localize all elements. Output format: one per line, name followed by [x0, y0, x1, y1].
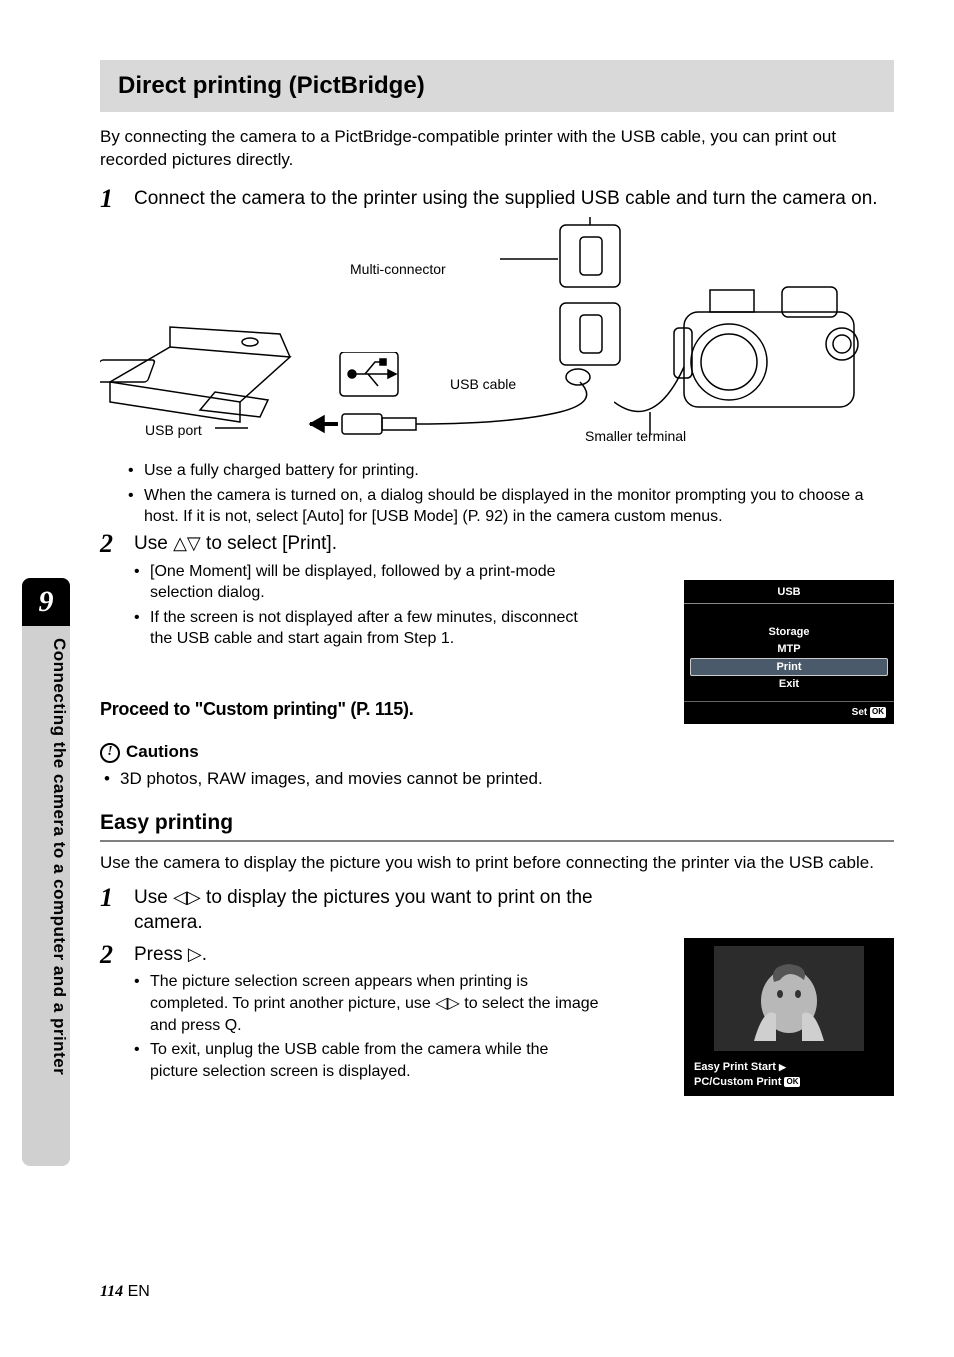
step-number: 2 [100, 942, 120, 1086]
step-1-text: Connect the camera to the printer using … [134, 186, 894, 212]
print-preview-screenshot: Easy Print Start ▶ PC/Custom Print OK [684, 938, 894, 1096]
list-item: Use a fully charged battery for printing… [128, 460, 894, 482]
step-number: 1 [100, 186, 120, 212]
step-number: 2 [100, 531, 120, 653]
page-lang: EN [128, 1283, 150, 1300]
easy-step1-after: to display the pictures you want to prin… [134, 887, 593, 934]
cautions-list: 3D photos, RAW images, and movies cannot… [100, 768, 894, 791]
connection-diagram: Multi-connector USB cable USB port Small… [100, 222, 894, 452]
intro-text: By connecting the camera to a PictBridge… [100, 126, 894, 172]
left-right-arrow-icon: ◁▷ [173, 887, 201, 907]
section-title: Direct printing (PictBridge) [100, 60, 894, 112]
usb-menu-screenshot: USB Storage MTP Print Exit Set OK [684, 580, 894, 724]
right-arrow-icon: ▷ [188, 944, 202, 964]
pc-custom-print-label: PC/Custom Print [694, 1076, 781, 1088]
usb-menu-item-selected: Print [690, 658, 888, 677]
list-item: 3D photos, RAW images, and movies cannot… [104, 768, 894, 791]
usb-menu-item: MTP [684, 641, 894, 658]
list-item: When the camera is turned on, a dialog s… [128, 485, 894, 528]
step-number: 1 [100, 885, 120, 936]
easy-step2-bullets: The picture selection screen appears whe… [134, 971, 600, 1082]
ok-icon: OK [870, 707, 886, 718]
step-2-text-after: to select [Print]. [201, 533, 337, 554]
step-2: 2 Use △▽ to select [Print]. [One Moment]… [100, 531, 600, 653]
usb-set-label: Set [852, 707, 868, 718]
label-smaller-terminal: Smaller terminal [585, 427, 686, 446]
label-multi-connector: Multi-connector [350, 260, 446, 279]
preview-image [684, 938, 894, 1058]
step-1: 1 Connect the camera to the printer usin… [100, 186, 894, 212]
easy-step1-before: Use [134, 887, 173, 908]
usb-menu-set: Set OK [684, 701, 894, 720]
list-item: If the screen is not displayed after a f… [134, 607, 600, 650]
usb-menu-item: Storage [684, 624, 894, 641]
step-1-bullets: Use a fully charged battery for printing… [100, 460, 894, 528]
usb-menu-title: USB [684, 580, 894, 604]
easy-step-2: 2 Press ▷. The picture selection screen … [100, 942, 600, 1086]
page-number: 114 [100, 1283, 123, 1300]
easy-printing-intro: Use the camera to display the picture yo… [100, 852, 894, 875]
step-2-text-before: Use [134, 533, 173, 554]
preview-caption: Easy Print Start ▶ PC/Custom Print OK [684, 1058, 894, 1096]
list-item: [One Moment] will be displayed, followed… [134, 561, 600, 604]
cautions-heading: ! Cautions [100, 741, 894, 764]
usb-menu-item: Exit [684, 676, 894, 693]
cautions-label: Cautions [126, 741, 199, 764]
easy-printing-heading: Easy printing [100, 809, 894, 841]
easy-step2-after: . [202, 944, 207, 965]
step-2-bullets: [One Moment] will be displayed, followed… [134, 561, 600, 650]
caution-icon: ! [100, 743, 120, 763]
list-item: To exit, unplug the USB cable from the c… [134, 1039, 600, 1082]
label-usb-cable: USB cable [450, 375, 516, 394]
page-footer: 114 EN [100, 1281, 150, 1303]
easy-step2-before: Press [134, 944, 188, 965]
label-usb-port: USB port [145, 421, 202, 440]
up-down-arrow-icon: △▽ [173, 533, 201, 553]
list-item: The picture selection screen appears whe… [134, 971, 600, 1036]
right-triangle-icon: ▶ [779, 1062, 786, 1072]
easy-step-1: 1 Use ◁▷ to display the pictures you wan… [100, 885, 600, 936]
ok-icon: OK [784, 1077, 800, 1088]
easy-print-start-label: Easy Print Start [694, 1061, 776, 1073]
